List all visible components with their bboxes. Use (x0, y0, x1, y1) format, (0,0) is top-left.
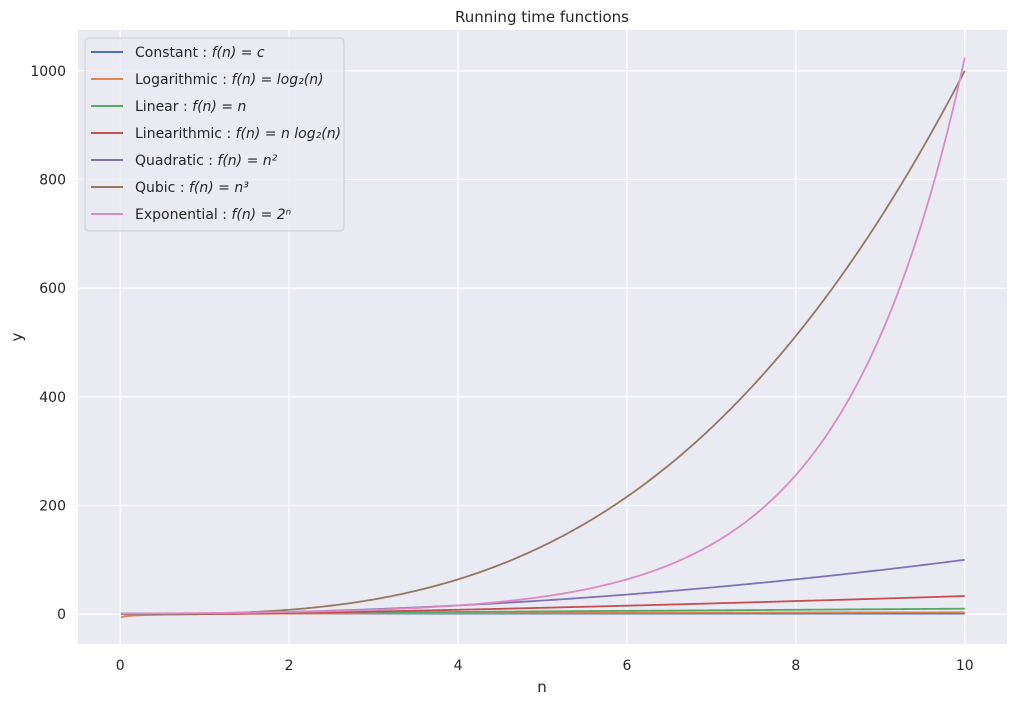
legend-label-constant: Constant : f(n) = c (135, 45, 265, 61)
series-line-exponential (121, 57, 966, 615)
chart-title: Running time functions (455, 8, 629, 26)
y-tick-label: 400 (39, 390, 66, 406)
series-layer (120, 57, 966, 619)
x-tick-label: 6 (622, 658, 631, 674)
legend-label-prefix: Logarithmic : (135, 72, 231, 88)
legend-label-formula: f(n) = n (192, 99, 246, 115)
y-tick-label: 0 (57, 607, 66, 623)
x-tick-label: 4 (454, 658, 463, 674)
legend-label-formula: f(n) = log₂(n) (231, 72, 323, 88)
legend-label-prefix: Exponential : (135, 207, 231, 223)
x-tick-label: 10 (956, 658, 974, 674)
x-tick-labels: 0 2 4 6 8 10 (116, 658, 974, 674)
x-axis-label: n (537, 678, 547, 696)
legend-label-formula: f(n) = n log₂(n) (236, 126, 341, 142)
legend-label-formula: f(n) = 2ⁿ (231, 207, 291, 223)
x-tick-label: 8 (791, 658, 800, 674)
y-tick-label: 1000 (30, 64, 66, 80)
x-tick-label: 0 (116, 658, 125, 674)
legend-frame (84, 37, 345, 232)
legend-label-prefix: Linear : (135, 99, 192, 115)
legend-label-quadratic: Quadratic : f(n) = n² (135, 153, 278, 169)
legend-label-prefix: Constant : (135, 45, 212, 61)
grid-lines (78, 30, 1007, 644)
y-tick-label: 600 (39, 281, 66, 297)
legend-label-prefix: Qubic : (135, 180, 189, 196)
legend-label-formula: f(n) = n² (217, 153, 277, 169)
y-tick-label: 800 (39, 172, 66, 188)
legend-label-formula: f(n) = n³ (189, 180, 249, 196)
legend-label-cubic: Qubic : f(n) = n³ (135, 180, 249, 196)
legend-label-formula: f(n) = c (212, 45, 265, 61)
y-tick-labels: 0 200 400 600 800 1000 (30, 64, 66, 623)
legend-label-logarithmic: Logarithmic : f(n) = log₂(n) (135, 72, 324, 88)
legend-label-prefix: Quadratic : (135, 153, 217, 169)
x-tick-label: 2 (285, 658, 294, 674)
legend-label-prefix: Linearithmic : (135, 126, 236, 142)
legend-label-linear: Linear : f(n) = n (135, 99, 246, 115)
legend-label-exponential: Exponential : f(n) = 2ⁿ (135, 207, 292, 223)
y-axis-label: y (8, 332, 26, 341)
y-tick-label: 200 (39, 498, 66, 514)
legend: Constant : f(n) = c Logarithmic : f(n) = … (84, 37, 345, 232)
legend-label-linearithmic: Linearithmic : f(n) = n log₂(n) (135, 126, 341, 142)
